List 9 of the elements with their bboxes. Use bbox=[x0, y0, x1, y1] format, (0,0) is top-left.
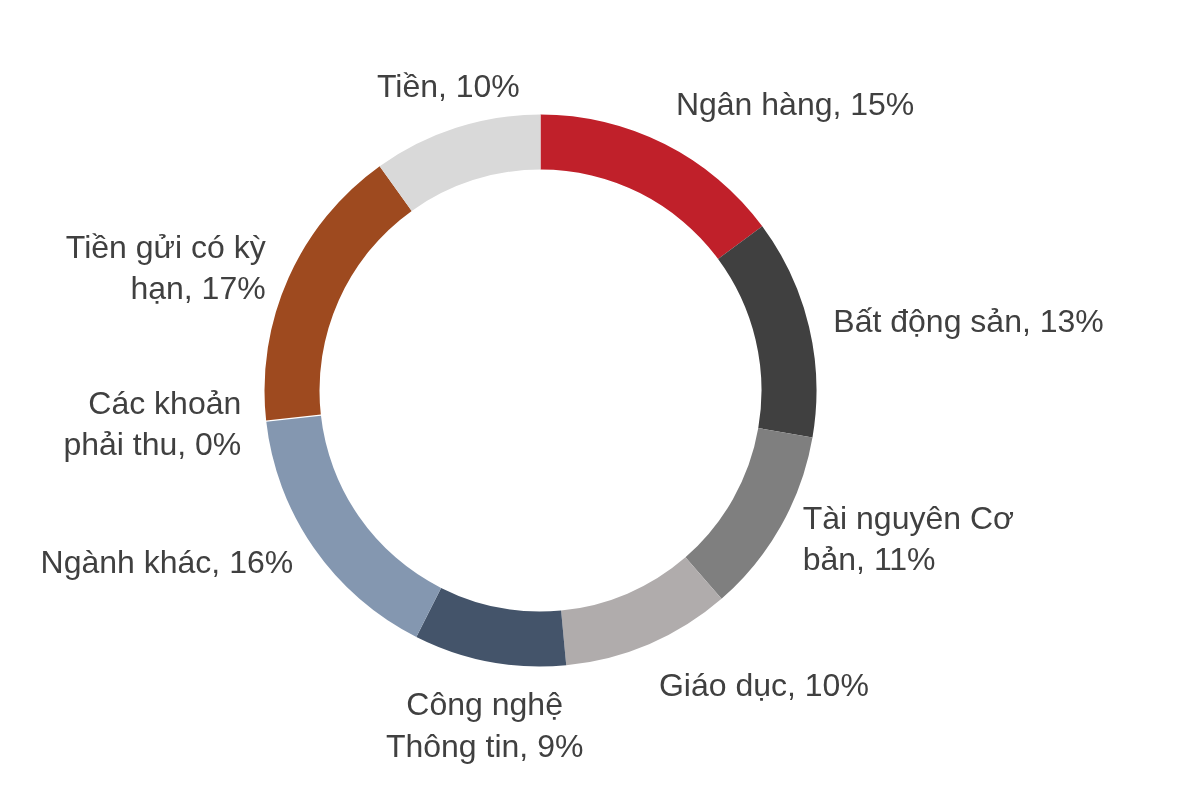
slice-label: Công nghệ Thông tin, 9% bbox=[385, 686, 584, 764]
slice-label: Tiền, 10% bbox=[376, 67, 520, 104]
slice-label: Tài nguyên Cơ bản, 11% bbox=[802, 499, 1015, 577]
legend-label: Các khoản phải thu, 0% bbox=[63, 384, 242, 462]
slice-label: Giáo dục, 10% bbox=[658, 667, 869, 704]
slice-label: Tiền gửi có kỳ hạn, 17% bbox=[65, 229, 266, 307]
slice-label: Ngân hàng, 15% bbox=[675, 85, 915, 122]
slice-label: Bất động sản, 13% bbox=[833, 302, 1104, 339]
slice-label: Ngành khác, 16% bbox=[40, 544, 294, 581]
